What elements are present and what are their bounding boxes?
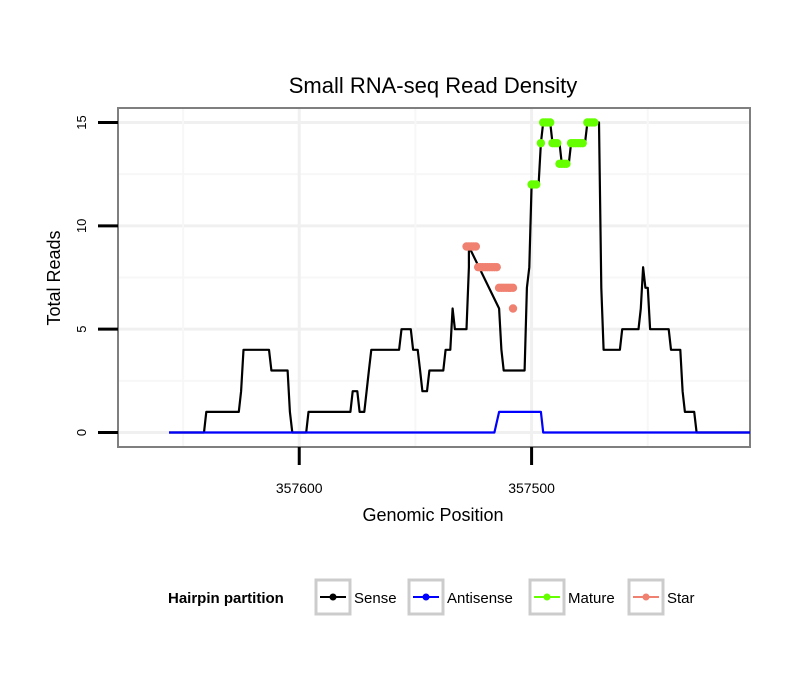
data-point-star xyxy=(492,262,501,272)
legend-key-dot xyxy=(422,593,430,601)
data-point-mature xyxy=(578,138,587,148)
legend-title: Hairpin partition xyxy=(168,590,284,607)
data-point-mature xyxy=(552,138,562,148)
y-tick-label: 0 xyxy=(74,429,89,436)
series-line-antisense xyxy=(169,410,750,434)
legend-key-dot xyxy=(543,593,551,601)
data-point-mature xyxy=(536,138,546,148)
y-axis-label: Total Reads xyxy=(44,230,64,325)
legend-label-sense: Sense xyxy=(354,590,397,607)
chart-title: Small RNA-seq Read Density xyxy=(289,73,578,98)
x-tick-label: 357600 xyxy=(276,480,323,496)
x-axis-label: Genomic Position xyxy=(362,505,503,525)
legend-key-dot xyxy=(329,593,337,601)
series-group xyxy=(169,118,750,434)
y-tick-label: 5 xyxy=(74,326,89,333)
legend-label-mature: Mature xyxy=(568,590,615,607)
legend-key-dot xyxy=(642,593,650,601)
data-point-star xyxy=(508,283,518,293)
x-axis: 357600 357500 xyxy=(276,447,555,496)
y-tick-label: 10 xyxy=(74,219,89,233)
data-point-mature xyxy=(532,180,541,189)
y-tick-label: 15 xyxy=(74,115,89,129)
data-point-mature xyxy=(562,159,571,169)
data-point-mature xyxy=(545,118,555,127)
legend: Hairpin partition Sense Antisense Mature St… xyxy=(168,578,695,616)
x-tick-label: 357500 xyxy=(508,480,555,496)
data-point-mature xyxy=(590,118,599,127)
data-point-star xyxy=(508,304,518,313)
data-point-star xyxy=(471,242,481,251)
y-axis: 0 5 10 15 xyxy=(74,115,118,436)
legend-label-antisense: Antisense xyxy=(447,590,513,607)
legend-label-star: Star xyxy=(667,590,695,607)
